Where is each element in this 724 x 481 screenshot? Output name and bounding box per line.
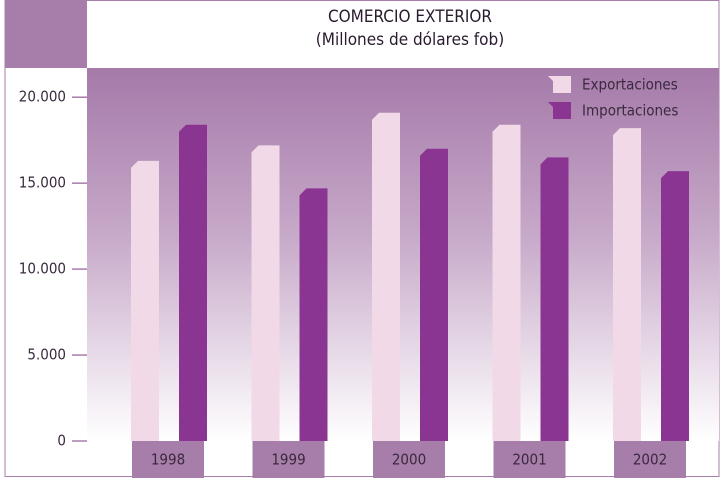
category-box xyxy=(252,441,325,478)
bar xyxy=(251,145,280,442)
bar xyxy=(420,148,448,441)
x-tick-label: 2002 xyxy=(633,451,667,469)
bar xyxy=(299,188,328,441)
chart-subtitle: (Millones de dólares fob) xyxy=(316,30,504,50)
category-box xyxy=(493,441,566,478)
category-box xyxy=(132,441,204,478)
y-tick-label: 15.000 xyxy=(19,174,66,192)
bar xyxy=(661,171,689,441)
bar xyxy=(613,128,641,441)
y-tick-label: 0 xyxy=(57,432,66,450)
chart-title: COMERCIO EXTERIOR xyxy=(328,7,492,27)
bar xyxy=(492,124,521,441)
x-tick-label: 1998 xyxy=(151,451,185,469)
category-box xyxy=(373,441,445,478)
y-tick-label: 5.000 xyxy=(27,346,66,364)
bar xyxy=(372,112,400,441)
x-tick-label: 2001 xyxy=(512,451,546,469)
y-tick-label: 10.000 xyxy=(19,260,66,278)
bar xyxy=(131,160,159,441)
legend-swatch xyxy=(548,76,571,93)
x-tick-label: 1999 xyxy=(271,451,305,469)
legend-label: Exportaciones xyxy=(582,76,678,94)
bar xyxy=(540,157,569,441)
y-tick-label: 20.000 xyxy=(19,88,66,106)
corner-block xyxy=(5,0,87,68)
x-tick-label: 2000 xyxy=(392,451,426,469)
bar xyxy=(179,124,207,441)
legend-swatch xyxy=(548,102,571,119)
legend-label: Importaciones xyxy=(582,102,678,120)
category-box xyxy=(614,441,686,478)
